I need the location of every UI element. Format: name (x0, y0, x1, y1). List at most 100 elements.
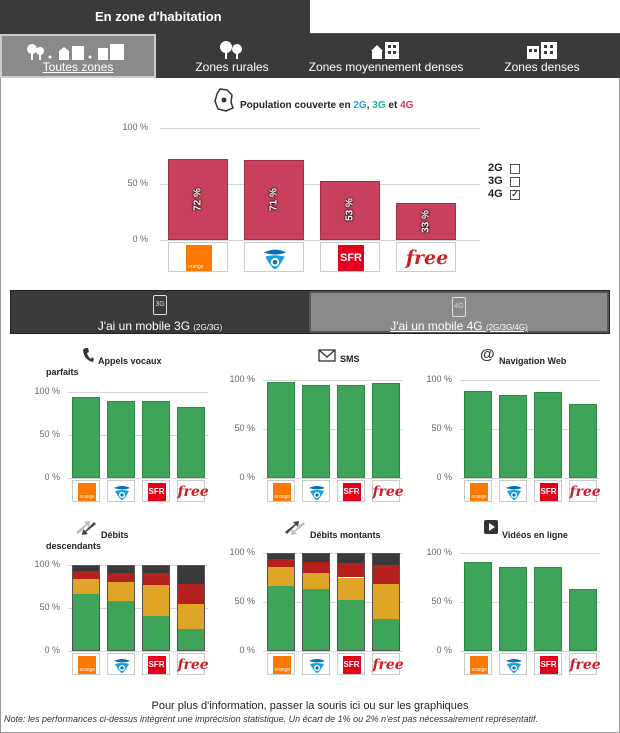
bar-sfr[interactable] (141, 565, 170, 651)
bar-orange[interactable] (463, 561, 492, 651)
mobile-tab-bar: 3G J'ai un mobile 3G (2G/3G) 4G J'ai un … (10, 290, 610, 334)
tab-toutes-zones[interactable]: Toutes zones (0, 34, 156, 78)
footer-info-link[interactable]: ici (349, 700, 361, 712)
bar-free[interactable] (568, 589, 597, 651)
sfr-logo: SFR (147, 656, 166, 674)
orange-logo: orange (469, 483, 488, 501)
tab-zones-denses-label: Zones denses (504, 60, 580, 74)
bar-free[interactable] (396, 203, 456, 240)
bar-sfr[interactable] (336, 553, 365, 651)
orange-logo-text: orange (471, 667, 488, 673)
upload-arrows-icon (283, 520, 307, 536)
gridline (68, 565, 208, 566)
bar-sfr[interactable] (533, 391, 562, 478)
trees-icon (220, 41, 242, 59)
video-chart[interactable]: 100 % 50 % 0 % orange SFR free (422, 545, 607, 680)
bar-segment (267, 554, 294, 559)
web-chart[interactable]: 100 % 50 % 0 % orange SFR free (422, 372, 607, 505)
bar-free[interactable] (371, 382, 400, 478)
bar-orange[interactable] (463, 390, 492, 478)
bar-orange[interactable] (266, 553, 295, 651)
gridline (68, 608, 208, 609)
bar-segment (142, 615, 169, 650)
legend-4g-checkbox[interactable]: ✓ (510, 189, 520, 200)
bouygues-logo-icon (308, 486, 325, 500)
bar-bouygues[interactable] (498, 566, 527, 651)
bar-orange[interactable] (71, 397, 100, 478)
sms-chart[interactable]: 100 % 50 % 0 % orange SFR free (225, 372, 410, 505)
download-speed-chart[interactable]: 100 % 50 % 0 % orange SFR free (30, 555, 210, 680)
operator-logo-bouygues (301, 480, 330, 502)
bar-orange[interactable] (71, 565, 100, 651)
operator-logo-free: free (176, 653, 209, 675)
bar-sfr[interactable] (336, 384, 365, 478)
bar-bouygues[interactable] (106, 565, 135, 651)
voice-title-line1: Appels vocaux (98, 356, 162, 366)
orange-logo: orange (469, 656, 488, 674)
bar-sfr[interactable] (533, 566, 562, 651)
bar-free[interactable] (176, 406, 205, 478)
bar-segment (107, 566, 134, 573)
bar-bouygues[interactable] (301, 553, 330, 651)
coverage-chart[interactable]: 100 % 50 % 0 % 72 % orange 71 % 53 % SFR 33 % fre… (100, 120, 480, 280)
tab-mobile-4g-label: J'ai un mobile 4G (2G/3G/4G) (311, 319, 607, 333)
gridline (263, 478, 403, 479)
y-tick-label: 100 % (229, 547, 255, 557)
tab-mobile-4g[interactable]: 4G J'ai un mobile 4G (2G/3G/4G) (309, 291, 609, 333)
orange-logo-text: orange (274, 667, 291, 673)
bar-free[interactable] (371, 553, 400, 651)
gridline (263, 380, 403, 381)
tab-zones-denses[interactable]: Zones denses (464, 34, 620, 78)
operator-logo-bouygues (498, 653, 527, 675)
play-video-icon (484, 520, 498, 534)
legend-2g-label: 2G (488, 162, 503, 174)
orange-logo-text: orange (471, 494, 488, 500)
operator-logo-orange: orange (266, 480, 295, 502)
bar-free[interactable] (176, 565, 205, 651)
bar-sfr[interactable] (141, 400, 170, 478)
orange-logo-text: orange (79, 667, 96, 673)
coverage-title: Population couverte en 2G, 3G et 4G (240, 100, 413, 111)
bar-segment (72, 566, 99, 571)
gridline (460, 429, 600, 430)
bar-free[interactable] (568, 403, 597, 478)
bar-segment (107, 572, 134, 583)
bar-sfr[interactable] (320, 180, 380, 240)
bar-bouygues[interactable] (106, 401, 135, 478)
legend-2g-checkbox[interactable] (510, 164, 520, 174)
orange-logo: orange (272, 483, 291, 501)
phone-call-icon (82, 347, 94, 363)
bar-bouygues[interactable] (301, 384, 330, 478)
operator-logo-free: free (176, 480, 209, 502)
bar-segment (177, 566, 204, 584)
bar-orange[interactable] (266, 381, 295, 478)
y-tick-label: 100 % (122, 122, 148, 132)
tab-zones-rurales[interactable]: Zones rurales (156, 34, 308, 78)
free-logo: free (177, 484, 209, 500)
tab-mobile-4g-text: J'ai un mobile 4G (390, 319, 483, 333)
bar-segment (372, 564, 399, 585)
bar-bouygues[interactable] (244, 160, 304, 240)
bar-value-label: 72 % (192, 187, 204, 211)
gridline (263, 651, 403, 652)
y-tick-label: 50 % (127, 178, 148, 188)
header-tab: En zone d'habitation (0, 0, 310, 34)
operator-logo-free: free (396, 242, 456, 272)
bar-bouygues[interactable] (498, 394, 527, 478)
bar-segment (302, 572, 329, 590)
upload-speed-chart[interactable]: 100 % 50 % 0 % orange SFR free (225, 545, 410, 680)
bouygues-logo-icon (263, 249, 287, 270)
tab-zones-moyennement-denses[interactable]: Zones moyennement denses (308, 34, 464, 78)
gridline (460, 651, 600, 652)
tab-mobile-3g[interactable]: 3G J'ai un mobile 3G (2G/3G) (11, 291, 309, 333)
bar-segment (177, 604, 204, 629)
operator-logo-orange: orange (168, 242, 228, 272)
legend-3g-checkbox[interactable] (510, 177, 520, 187)
operator-logo-bouygues (244, 242, 304, 272)
voice-chart[interactable]: 100 % 50 % 0 % orange SFR free (30, 380, 210, 505)
bar-segment (267, 566, 294, 587)
bar-orange[interactable] (168, 159, 228, 240)
tab-toutes-zones-label: Toutes zones (42, 60, 114, 74)
phone-4g-icon: 4G (452, 297, 466, 317)
y-tick-label: 50 % (39, 602, 60, 612)
